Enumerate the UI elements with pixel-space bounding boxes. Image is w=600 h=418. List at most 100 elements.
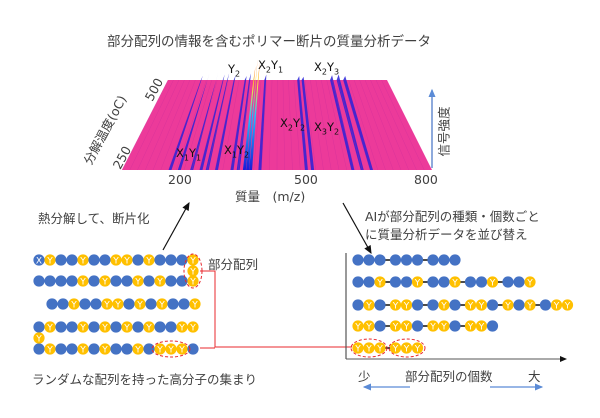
monomer-y <box>400 299 413 311</box>
monomer-label: Y <box>101 346 108 356</box>
monomer-y <box>189 298 201 310</box>
monomer-x <box>165 275 177 287</box>
monomer-y <box>99 343 111 355</box>
subsequence-highlight <box>350 338 388 358</box>
monomer-label: Y <box>478 302 485 312</box>
spectrum-peak <box>236 73 252 170</box>
monomer-x <box>449 299 461 311</box>
spectrum-peak <box>242 66 256 170</box>
surface-line <box>214 79 234 171</box>
monomer-label: Y <box>189 278 196 288</box>
monomer-x <box>176 254 188 266</box>
monomer-x <box>411 254 424 266</box>
monomer-label: Y <box>46 257 53 267</box>
monomer-x <box>449 254 461 266</box>
monomer-label: Y <box>354 345 361 355</box>
monomer-x <box>110 343 122 355</box>
monomer-label: Y <box>79 257 86 267</box>
monomer-label: Y <box>123 257 130 267</box>
monomer-x <box>66 275 78 287</box>
monomer-label: Y <box>134 278 141 288</box>
surface-line <box>375 79 417 171</box>
sort-label-2: に質量分析データを並び替え <box>365 227 528 242</box>
monomer-label: Y <box>178 346 185 356</box>
monomer-y <box>187 275 199 287</box>
spectrum-peak <box>249 62 260 170</box>
monomer-y <box>400 320 413 332</box>
monomer-label: Y <box>101 278 108 288</box>
monomer-label: Y <box>451 279 458 289</box>
monomer-y <box>427 320 439 332</box>
monomer-label: Y <box>167 346 174 356</box>
monomer-label: Y <box>467 323 474 333</box>
subsequence-label: 部分配列 <box>208 257 259 272</box>
monomer-label: X <box>36 257 42 267</box>
monomer-x <box>427 299 439 311</box>
monomer-label: Y <box>35 335 42 345</box>
subsequence-highlight <box>388 338 426 358</box>
monomer-y <box>165 343 177 355</box>
monomer-y <box>77 254 89 266</box>
spectrum-peak <box>230 76 247 170</box>
monomer-y <box>438 299 450 311</box>
surface-line <box>381 79 425 171</box>
monomer-label: Y <box>46 324 53 334</box>
monomer-x <box>475 276 488 288</box>
monomer-y <box>187 265 199 277</box>
surface-line <box>245 79 256 171</box>
monomer-y <box>550 299 563 311</box>
monomer-label: Y <box>354 323 361 333</box>
peak-label: X2Y3 <box>314 60 340 77</box>
polymer-chains: X Y Y Y Y Y YY Y Y Y YY Y Y Y Y YY Y Y Y Y Y YY Y Y Y Y Y YYY <box>33 253 203 358</box>
x-tick: 800 <box>414 172 438 187</box>
peak-label: X2Y1 <box>258 58 284 75</box>
monomer-label: Y <box>403 302 410 312</box>
monomer-y <box>374 342 386 354</box>
spectrum-peak <box>205 73 230 170</box>
monomer-x <box>154 254 166 266</box>
monomer-label: Y <box>403 323 410 333</box>
low-label: 少 <box>358 369 371 384</box>
monomer-label: Y <box>403 345 410 355</box>
monomer-y <box>363 299 375 311</box>
x-axis-label: 質量 (m/z) <box>235 189 306 204</box>
monomer-y <box>132 343 144 355</box>
monomer-y <box>475 320 488 332</box>
x-tick: 200 <box>168 172 192 187</box>
monomer-y <box>77 343 89 355</box>
monomer-x <box>154 321 166 333</box>
monomer-y <box>77 275 89 287</box>
monomer-x <box>143 343 155 355</box>
monomer-label: Y <box>365 302 372 312</box>
surface-line <box>230 79 245 171</box>
surface-line <box>253 79 262 171</box>
surface-line <box>359 79 394 171</box>
surface-line <box>137 79 180 171</box>
sort-arrow <box>342 202 372 255</box>
monomer-label: Y <box>365 323 372 333</box>
monomer-y <box>77 321 89 333</box>
spectrum-peak <box>336 74 364 170</box>
monomer-label: Y <box>564 302 571 312</box>
surface-line <box>282 79 285 171</box>
monomer-y <box>374 276 386 288</box>
monomer-x <box>438 276 450 288</box>
monomer-y <box>486 276 499 288</box>
monomer-label: Y <box>440 323 447 333</box>
monomer-y <box>502 299 514 311</box>
monomer-x <box>66 343 78 355</box>
monomer-y <box>438 320 450 332</box>
monomer-x <box>57 298 69 310</box>
monomer-label: Y <box>191 301 198 311</box>
surface-line <box>370 79 409 171</box>
peak-label: X2Y2 <box>280 116 306 133</box>
monomer-x <box>389 276 402 288</box>
surface-line <box>145 79 185 171</box>
monomer-x <box>55 275 67 287</box>
red-connector <box>200 270 352 348</box>
monomer-label: Y <box>392 345 399 355</box>
monomer-y <box>475 299 488 311</box>
spectrum-peak <box>330 75 355 170</box>
z-axis-label: 信号強度 <box>436 106 452 157</box>
surface-line <box>364 79 402 171</box>
